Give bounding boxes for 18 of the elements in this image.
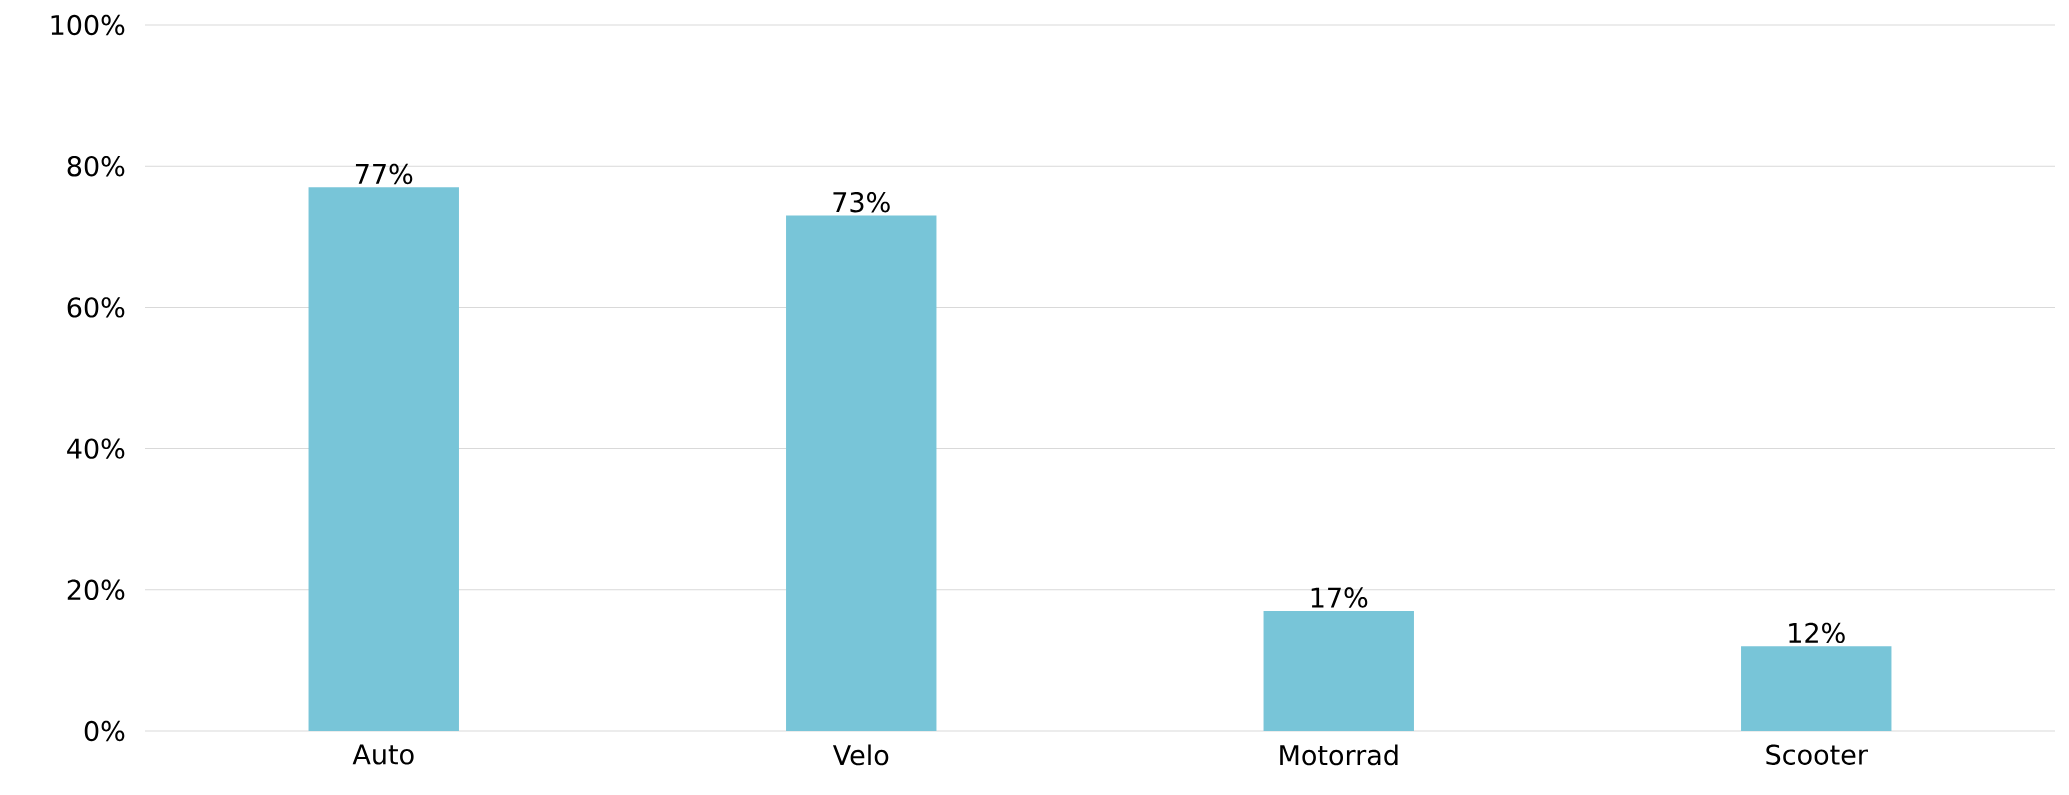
bar [1263, 610, 1414, 731]
data-label: 12% [1789, 622, 1845, 644]
data-label: 73% [833, 191, 890, 213]
bar [1741, 646, 1892, 731]
x-tick-label: Scooter [1766, 744, 1868, 765]
x-tick-label: Velo [832, 744, 889, 766]
x-tick-label: Auto [352, 744, 414, 765]
bar [786, 215, 937, 731]
y-tick-label: 80% [67, 155, 125, 177]
bar [308, 187, 459, 731]
data-label: 17% [1311, 587, 1368, 608]
y-tick-label: 60% [67, 297, 125, 318]
x-tick-label: Motorrad [1280, 744, 1398, 766]
y-tick-label: 100% [51, 14, 125, 36]
data-label: 77% [355, 163, 413, 185]
y-tick-label: 0% [84, 720, 125, 742]
y-tick-label: 20% [67, 579, 125, 600]
y-tick-label: 40% [67, 438, 125, 459]
